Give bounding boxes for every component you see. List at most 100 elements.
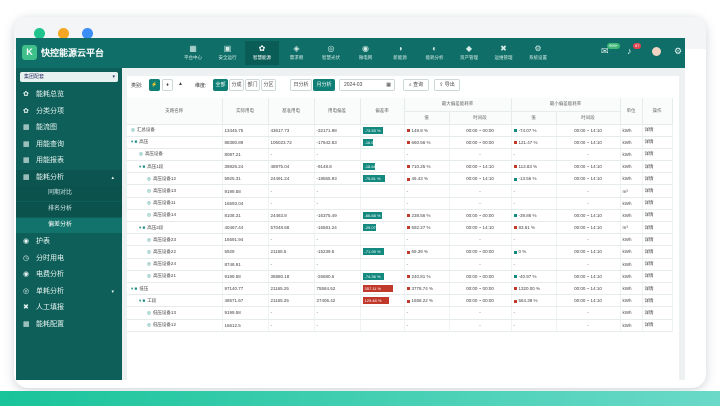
nav-item-9[interactable]: ✖ 运维管理 xyxy=(487,41,521,65)
detail-link[interactable]: 详情 xyxy=(642,184,673,198)
settings-icon[interactable]: ⚙ xyxy=(674,46,683,56)
branch-name: 高压 xyxy=(139,139,149,145)
tab-daily[interactable]: 日分析 xyxy=(290,79,312,91)
detail-link[interactable]: 详情 xyxy=(642,124,673,137)
detail-link[interactable]: 详情 xyxy=(642,319,673,332)
sidebar-item-more-2[interactable]: ◉ 电费分析 xyxy=(16,267,122,283)
detail-link[interactable]: 详情 xyxy=(642,258,673,271)
branch-cell[interactable]: ◎ 高压设备22 xyxy=(127,245,223,259)
col-branch-name: 支路名称 xyxy=(127,98,223,125)
nav-item-7[interactable]: ◐ 能耗分析 xyxy=(418,41,452,65)
sidebar-item-0[interactable]: ✿ 能耗总览 xyxy=(16,87,122,103)
avatar[interactable] xyxy=(652,47,661,56)
nav-item-4[interactable]: ◎ 智慧光伏 xyxy=(314,41,348,65)
window-minimize-dot[interactable] xyxy=(58,28,69,39)
bell-icon[interactable]: ♪ 87 xyxy=(627,43,642,56)
nav-item-8[interactable]: ◆ 资产管理 xyxy=(452,41,486,65)
sidebar-item-more-0[interactable]: ◉ 护表 xyxy=(16,234,122,250)
export-icon: ⇪ xyxy=(439,82,444,88)
sidebar-subitem-1[interactable]: 排名分析 xyxy=(16,202,122,217)
max-value: 710.25 % xyxy=(411,164,431,170)
nav-label: 智慧光伏 xyxy=(322,55,340,60)
branch-cell[interactable]: ▾ ■ 高压2段 xyxy=(127,221,223,235)
detail-link[interactable]: 详情 xyxy=(642,172,673,186)
sidebar-item-1[interactable]: ✿ 分类分项 xyxy=(16,104,122,120)
nav-item-0[interactable]: ▦ 平台中心 xyxy=(176,41,210,65)
sidebar-item-4[interactable]: ▦ 用能报表 xyxy=(16,153,122,169)
nav-item-5[interactable]: ◉ 微电网 xyxy=(349,41,383,65)
detail-link[interactable]: 详情 xyxy=(642,160,673,174)
nav-label: 能耗分析 xyxy=(425,55,444,60)
branch-cell[interactable]: ◎ 汇总设备 xyxy=(127,124,223,137)
detail-link[interactable]: 详情 xyxy=(642,270,673,283)
max-value-cell: 592.27 % xyxy=(404,221,450,235)
detail-link[interactable]: 详情 xyxy=(642,221,673,235)
tab-all[interactable]: 全部 xyxy=(213,79,228,91)
gas-icon[interactable]: ▲ xyxy=(175,79,186,91)
branch-cell[interactable]: ◎ 低压设备13 xyxy=(127,306,223,320)
branch-cell[interactable]: ▾ ■ 高压 xyxy=(127,136,223,149)
branch-cell[interactable]: ◎ 高压设备24 xyxy=(127,258,223,271)
branch-cell[interactable]: ◎ 高压设备23 xyxy=(127,233,223,247)
branch-name: 高压设备11 xyxy=(152,200,176,206)
mail-icon[interactable]: ✉ 999+ xyxy=(601,43,621,56)
tree-node-icon: ◎ xyxy=(147,212,151,218)
branch-name: 高压设备 xyxy=(144,151,163,157)
detail-link[interactable]: 详情 xyxy=(642,245,673,259)
nav-item-1[interactable]: ▣ 安全运行 xyxy=(211,41,245,65)
branch-cell[interactable]: ▾ ■ 低压 xyxy=(127,282,223,296)
detail-link[interactable]: 详情 xyxy=(642,282,673,296)
nav-item-6[interactable]: ◑ 新能源 xyxy=(383,41,417,65)
sidebar-item-more-5[interactable]: ▦ 能耗配置 xyxy=(16,317,122,333)
sidebar-item-more-4[interactable]: ✖ 人工填报 xyxy=(16,300,122,316)
tab-monthly[interactable]: 月分析 xyxy=(313,79,335,91)
sidebar-subitem-2[interactable]: 偏差分析 xyxy=(16,218,122,233)
water-icon[interactable]: ♦ xyxy=(162,79,173,91)
branch-cell[interactable]: ◎ 高压设备11 xyxy=(127,197,223,210)
chevron-down-icon: ▾ xyxy=(111,288,114,295)
tab-department[interactable]: 部门 xyxy=(245,79,260,91)
branch-cell[interactable]: ◎ 高压设备21 xyxy=(127,270,223,283)
window-maximize-dot[interactable] xyxy=(82,28,93,39)
branch-cell[interactable]: ◎ 高压设备14 xyxy=(127,209,223,223)
branch-cell[interactable]: ◎ 高压设备13 xyxy=(127,184,223,198)
sidebar-item-5[interactable]: ▦ 能耗分析 ▴ xyxy=(16,169,122,186)
col-max-deviation: 最大偏差能耗率 xyxy=(404,98,512,112)
tree-node-icon: ◎ xyxy=(147,200,151,206)
table-row: ◎ 高压设备24 8748.91- - - - - - kWh 详情 xyxy=(127,258,673,271)
branch-cell[interactable]: ◎ 低压设备12 xyxy=(127,319,223,332)
sidebar-item-icon: ◷ xyxy=(23,254,30,262)
nav-item-2[interactable]: ✿ 智慧能源 xyxy=(245,41,279,65)
window-close-dot[interactable] xyxy=(34,28,45,39)
org-selector[interactable]: 集团配套 ▾ xyxy=(20,72,118,82)
branch-cell[interactable]: ▾ ■ 高压1段 xyxy=(127,160,223,174)
detail-link[interactable]: 详情 xyxy=(642,197,673,210)
tab-zone[interactable]: 分区 xyxy=(261,79,276,91)
tab-level[interactable]: 分成 xyxy=(229,79,244,91)
sidebar-item-more-3[interactable]: ◎ 单耗分析 ▾ xyxy=(16,284,122,300)
branch-cell[interactable]: ◎ 高压设备12 xyxy=(127,172,223,186)
sidebar-item-2[interactable]: ▦ 能流图 xyxy=(16,120,122,136)
nav-icon: ◐ xyxy=(432,44,437,53)
max-value-cell: - xyxy=(404,306,450,320)
detail-link[interactable]: 详情 xyxy=(642,136,673,149)
nav-item-3[interactable]: ◈ 需求侧 xyxy=(280,41,314,65)
branch-cell[interactable]: ◎ 高压设备 xyxy=(127,148,223,162)
branch-cell[interactable]: ▾ ■ 工段 xyxy=(127,294,223,308)
sidebar-item-more-1[interactable]: ◷ 分时用电 xyxy=(16,251,122,267)
calendar-icon: ▦ xyxy=(386,82,391,88)
detail-link[interactable]: 详情 xyxy=(642,148,673,162)
detail-link[interactable]: 详情 xyxy=(642,306,673,320)
detail-link[interactable]: 详情 xyxy=(642,294,673,308)
query-button[interactable]: ⌕ 查询 xyxy=(403,79,429,91)
detail-link[interactable]: 详情 xyxy=(642,209,673,223)
electric-icon[interactable]: ⚡ xyxy=(149,79,160,91)
sidebar-subitem-0[interactable]: 同期对比 xyxy=(16,186,122,201)
detail-link[interactable]: 详情 xyxy=(642,233,673,247)
date-picker[interactable]: 2024-03 ▦ xyxy=(339,79,395,91)
sidebar-item-3[interactable]: ▦ 用能查询 xyxy=(16,137,122,153)
nav-item-10[interactable]: ⚙ 系统设置 xyxy=(521,41,555,65)
max-value-cell: 69.39 % xyxy=(404,245,450,259)
export-button[interactable]: ⇪ 导出 xyxy=(434,79,460,91)
mail-badge: 999+ xyxy=(607,43,621,49)
